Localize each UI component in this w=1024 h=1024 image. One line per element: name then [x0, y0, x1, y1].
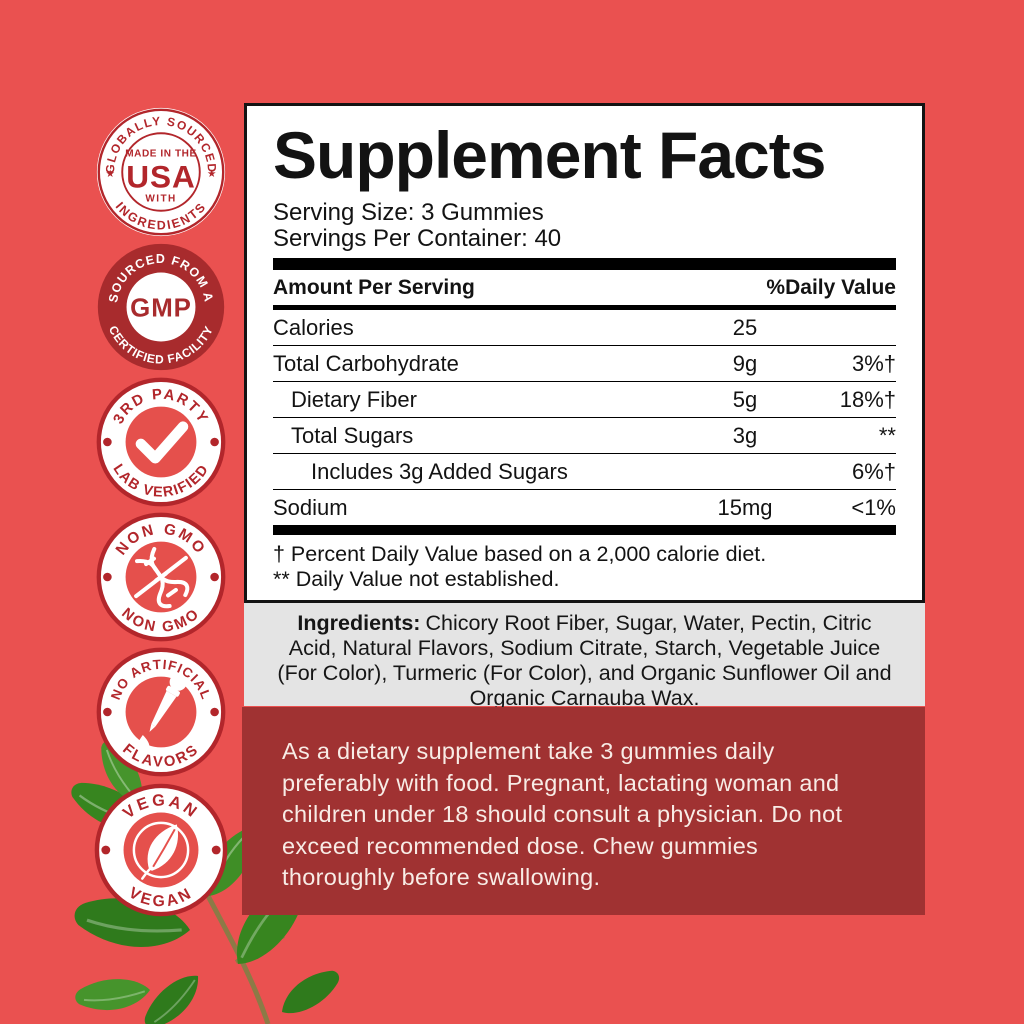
- dot-decoration: [210, 707, 219, 717]
- non-gmo-seal-icon: NON GMO NON GMO: [96, 512, 226, 642]
- dot-decoration: [103, 437, 112, 447]
- dot-decoration: [210, 572, 219, 582]
- row-amount: 9g: [732, 350, 758, 376]
- row-amount: 25: [732, 314, 758, 340]
- dot-decoration: [103, 707, 112, 717]
- divider-thick-bar: [273, 258, 896, 270]
- table-header: Amount Per Serving %Daily Value: [273, 270, 896, 310]
- footnote-not-established: ** Daily Value not established.: [273, 567, 560, 591]
- star-icon: ★: [106, 168, 116, 180]
- row-label: Total Sugars: [291, 422, 414, 448]
- badge-gmp: SOURCED FROM A CERTIFIED FACILITY GMP: [94, 240, 228, 374]
- lab-verified-seal-icon: 3RD PARTY LAB VERIFIED: [96, 377, 226, 507]
- table-row-total-sugars: Total Sugars 3g **: [273, 418, 896, 454]
- badge-non-gmo: NON GMO NON GMO: [94, 510, 228, 644]
- row-amount: 15mg: [717, 494, 773, 520]
- gmp-seal-icon: SOURCED FROM A CERTIFIED FACILITY GMP: [97, 243, 225, 371]
- made-in-usa-seal-icon: GLOBALLY SOURCED INGREDIENTS ★ ★ MADE IN…: [96, 107, 226, 237]
- vegan-seal-icon: VEGAN VEGAN: [94, 783, 228, 917]
- panel-title: Supplement Facts: [273, 118, 826, 192]
- row-label: Includes 3g Added Sugars: [311, 458, 568, 484]
- table-row-sodium: Sodium 15mg <1%: [273, 490, 896, 525]
- badge-made-in-usa: GLOBALLY SOURCED INGREDIENTS ★ ★ MADE IN…: [94, 105, 228, 239]
- dna-crossed-icon: [134, 546, 190, 609]
- badge-lab-verified: 3RD PARTY LAB VERIFIED: [94, 375, 228, 509]
- dot-decoration: [101, 845, 111, 855]
- ingredients-text: Chicory Root Fiber, Sugar, Water, Pectin…: [277, 611, 892, 710]
- dot-decoration: [211, 845, 221, 855]
- directions-section: As a dietary supplement take 3 gummies d…: [242, 707, 925, 915]
- footnote-daily-value: † Percent Daily Value based on a 2,000 c…: [273, 542, 767, 566]
- header-daily-value: %Daily Value: [766, 276, 896, 299]
- servings-per-container: Servings Per Container: 40: [273, 225, 562, 252]
- leaf: [273, 967, 346, 1018]
- no-artificial-flavors-seal-icon: NO ARTIFICIAL FLAVORS: [96, 647, 226, 777]
- badge-center-line1: MADE IN THE: [125, 149, 197, 160]
- leaf-icon: [132, 821, 190, 880]
- row-dv: <1%: [851, 494, 896, 520]
- dot-decoration: [103, 572, 112, 582]
- row-label: Calories: [273, 314, 354, 340]
- row-label: Dietary Fiber: [291, 386, 417, 412]
- serving-size: Serving Size: 3 Gummies: [273, 199, 544, 226]
- table-row-total-carbohydrate: Total Carbohydrate 9g 3%†: [273, 346, 896, 382]
- ingredients-section: Ingredients: Chicory Root Fiber, Sugar, W…: [244, 603, 925, 710]
- directions-text: As a dietary supplement take 3 gummies d…: [282, 738, 843, 890]
- supplement-facts-panel: Supplement Facts Serving Size: 3 Gummies…: [244, 103, 925, 603]
- badge-center-gmp: GMP: [130, 295, 192, 323]
- table-row-calories: Calories 25: [273, 310, 896, 346]
- row-amount: 5g: [732, 386, 758, 412]
- leaf: [73, 972, 151, 1017]
- table-row-added-sugars: Includes 3g Added Sugars 6%†: [273, 454, 896, 490]
- table-row-dietary-fiber: Dietary Fiber 5g 18%†: [273, 382, 896, 418]
- row-label: Sodium: [273, 494, 348, 520]
- row-label: Total Carbohydrate: [273, 350, 459, 376]
- row-dv: 6%†: [851, 458, 896, 484]
- row-amount: 3g: [732, 422, 758, 448]
- dropper-icon: [137, 673, 187, 752]
- header-amount-per-serving: Amount Per Serving: [273, 276, 475, 299]
- divider-bottom-bar: [273, 525, 896, 535]
- badge-vegan: VEGAN VEGAN: [92, 781, 230, 919]
- checkmark-icon: [135, 421, 189, 464]
- row-dv: 18%†: [839, 386, 896, 412]
- footnotes: † Percent Daily Value based on a 2,000 c…: [273, 535, 896, 592]
- row-dv: 3%†: [851, 350, 896, 376]
- dot-decoration: [210, 437, 219, 447]
- ingredients-label: Ingredients:: [297, 611, 421, 635]
- leaf: [134, 970, 211, 1024]
- badge-center-usa: USA: [126, 158, 196, 194]
- row-dv: **: [878, 422, 896, 448]
- badge-no-artificial-flavors: NO ARTIFICIAL FLAVORS: [94, 645, 228, 779]
- badge-center-line3: WITH: [145, 194, 176, 205]
- star-icon: ★: [207, 168, 217, 180]
